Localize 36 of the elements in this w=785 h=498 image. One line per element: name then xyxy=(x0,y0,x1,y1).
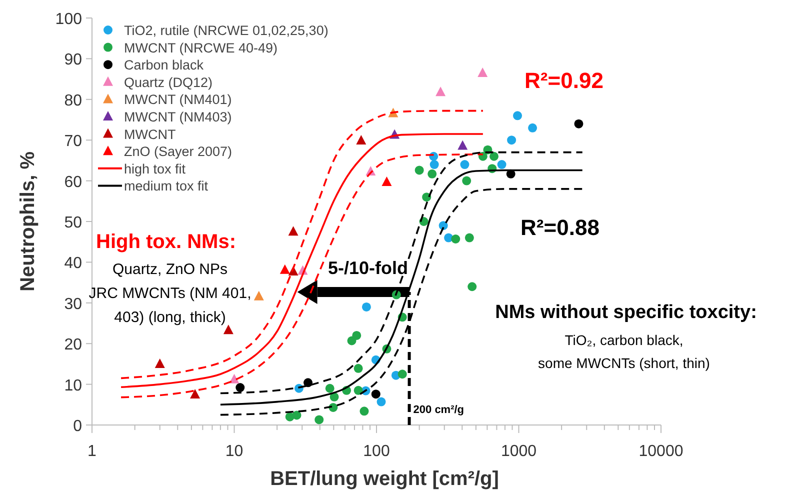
annotation: NMs without specific toxcity: xyxy=(495,302,757,323)
legend-label: Quartz (DQ12) xyxy=(124,74,213,90)
y-tick-label: 40 xyxy=(64,255,82,272)
x-tick-label: 10 xyxy=(225,443,244,460)
y-tick-label: 60 xyxy=(64,174,82,191)
annotation: High tox. NMs: xyxy=(96,231,236,253)
annotation: 5-/10-fold xyxy=(328,258,408,278)
x-axis-title: BET/lung weight [cm²/g] xyxy=(270,468,499,490)
y-tick-label: 10 xyxy=(64,377,82,394)
legend-label: MWCNT (NM401) xyxy=(124,92,232,108)
legend-label: MWCNT (NRCWE 40-49) xyxy=(124,40,278,56)
legend-label: Carbon black xyxy=(124,58,204,73)
annotation: TiO₂, carbon black, some MWCNTs (short, thin) xyxy=(538,332,710,371)
y-tick-label: 80 xyxy=(64,92,82,110)
x-tick-label: 10000 xyxy=(638,443,684,460)
legend-label: ZnO (Sayer 2007) xyxy=(124,144,232,160)
legend-label: MWCNT (NM403) xyxy=(124,110,232,124)
y-tick-label: 20 xyxy=(64,336,82,354)
legend-label: MWCNT xyxy=(124,126,176,142)
legend-label: high tox fit xyxy=(124,161,186,176)
y-tick-label: 100 xyxy=(55,11,82,28)
ref-line-label: 200 cm²/g xyxy=(413,404,464,416)
y-axis-title: Neutrophils, % xyxy=(17,151,39,292)
y-tick-label: 30 xyxy=(64,296,82,313)
y-tick-label: 70 xyxy=(64,133,82,150)
legend-label: medium tox fit xyxy=(124,178,208,194)
legend-label: TiO2, rutile (NRCWE 01,02,25,30) xyxy=(124,23,328,38)
x-tick-label: 1 xyxy=(88,443,97,460)
annotation: R²=0.88 xyxy=(520,215,600,240)
x-tick-label: 1000 xyxy=(500,443,537,460)
x-tick-label: 100 xyxy=(363,443,390,460)
annotation: R²=0.92 xyxy=(524,68,604,93)
y-tick-label: 50 xyxy=(64,214,82,232)
y-tick-label: 90 xyxy=(64,52,82,69)
y-tick-label: 0 xyxy=(73,418,82,435)
annotation: Quartz, ZnO NPs JRC MWCNTs (NM 401, 403) (long, thick) xyxy=(88,261,252,326)
